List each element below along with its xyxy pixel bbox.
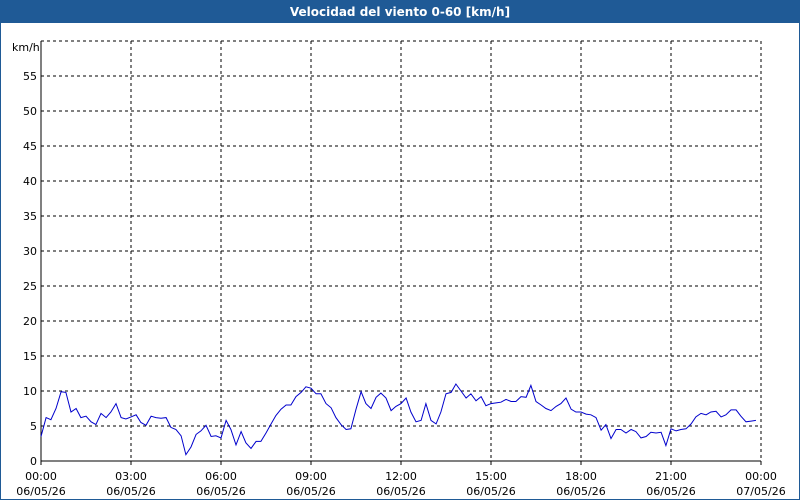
- axes: [40, 41, 762, 465]
- y-tick-label: 45: [23, 140, 37, 153]
- x-tick-date-label: 07/05/26: [736, 485, 785, 498]
- chart-title: Velocidad del viento 0-60 [km/h]: [1, 1, 799, 23]
- y-tick-label: 40: [23, 175, 37, 188]
- x-tick-time-label: 09:00: [295, 470, 327, 483]
- series-line-wind-speed: [40, 383, 756, 456]
- y-tick-label: 35: [23, 210, 37, 223]
- x-tick-date-label: 06/05/26: [556, 485, 605, 498]
- x-tick-date-label: 06/05/26: [286, 485, 335, 498]
- x-tick-date-label: 06/05/26: [16, 485, 65, 498]
- grid: [41, 40, 762, 461]
- y-tick-label: 10: [23, 385, 37, 398]
- x-tick-time-label: 12:00: [385, 470, 417, 483]
- x-tick-time-label: 00:00: [745, 470, 777, 483]
- x-tick-date-label: 06/05/26: [376, 485, 425, 498]
- y-tick-label: 30: [23, 245, 37, 258]
- x-tick-date-label: 06/05/26: [106, 485, 155, 498]
- tick-labels: 0 5 10 15 20 25 30 35 40 45 50 55 00:00 06/05/26 03:00…: [16, 70, 785, 498]
- x-tick-time-label: 18:00: [565, 470, 597, 483]
- y-tick-label: 25: [23, 280, 37, 293]
- y-tick-label: 15: [23, 350, 37, 363]
- x-tick-date-label: 06/05/26: [466, 485, 515, 498]
- x-tick-date-label: 06/05/26: [196, 485, 245, 498]
- y-tick-label: 50: [23, 105, 37, 118]
- x-tick-time-label: 21:00: [655, 470, 687, 483]
- x-tick-time-label: 15:00: [475, 470, 507, 483]
- x-tick-time-label: 06:00: [205, 470, 237, 483]
- x-tick-time-label: 00:00: [25, 470, 57, 483]
- x-tick-date-label: 06/05/26: [646, 485, 695, 498]
- x-tick-time-label: 03:00: [115, 470, 147, 483]
- series: [40, 383, 756, 456]
- y-tick-label: 20: [23, 315, 37, 328]
- y-tick-label: 0: [30, 455, 37, 468]
- y-tick-label: 5: [30, 420, 37, 433]
- y-tick-label: 55: [23, 70, 37, 83]
- y-axis-label: km/h: [12, 41, 40, 54]
